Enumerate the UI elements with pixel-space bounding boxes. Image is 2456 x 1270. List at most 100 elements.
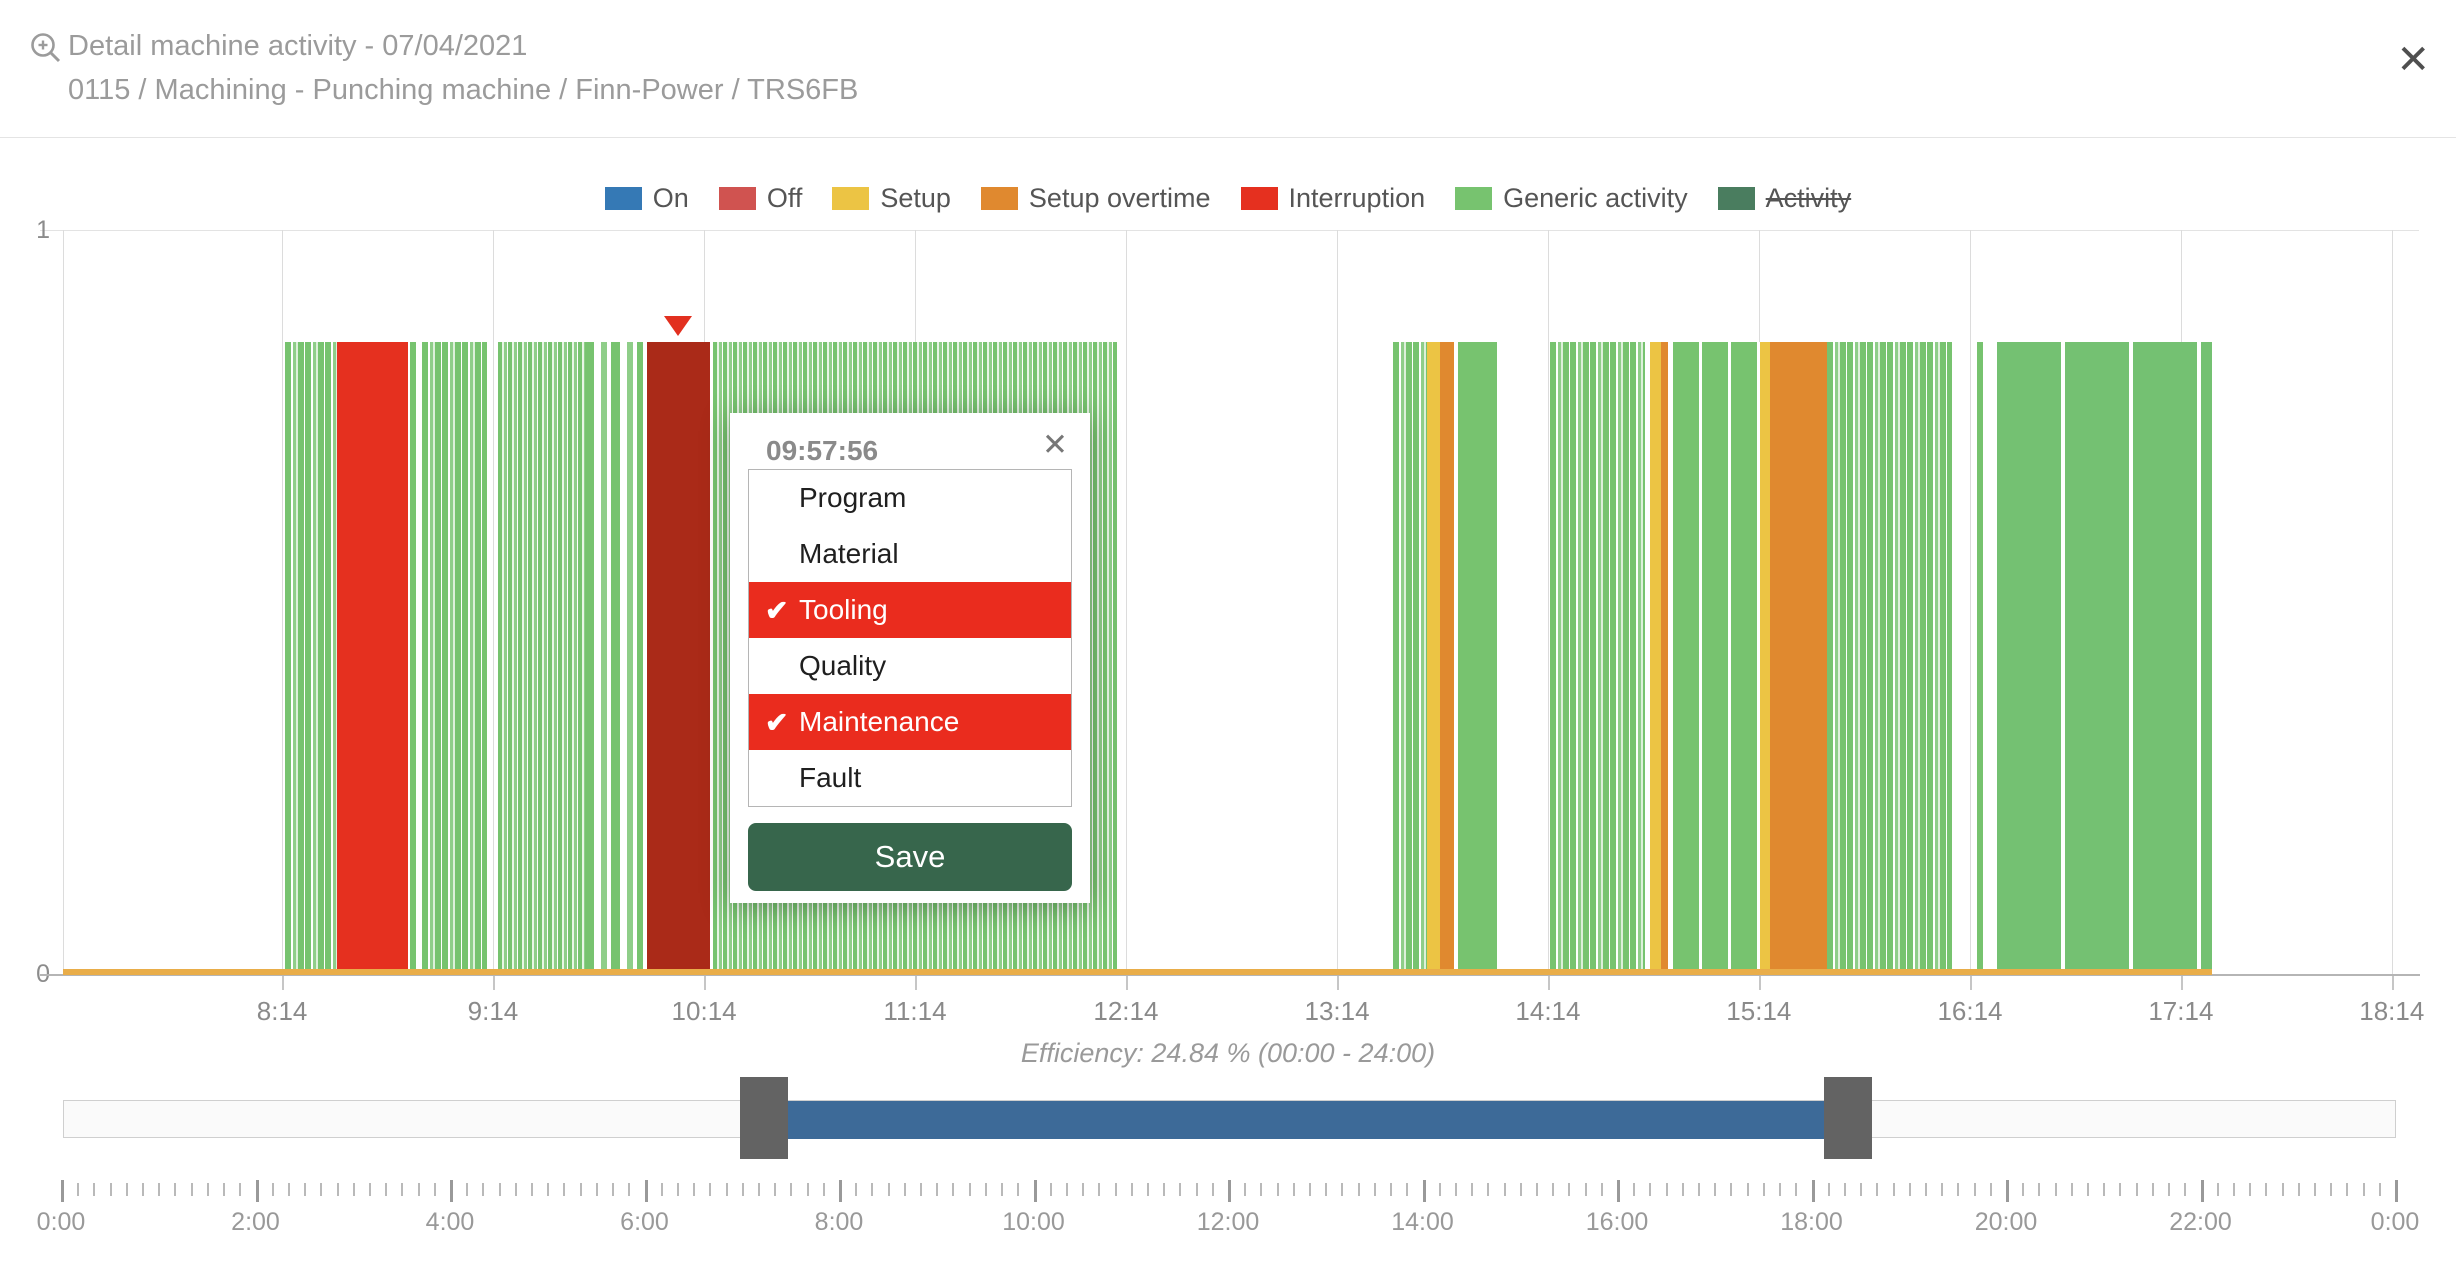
ruler-minor-tick: [417, 1183, 420, 1196]
ruler-minor-tick: [2313, 1183, 2316, 1196]
ruler-minor-tick: [1487, 1183, 1490, 1196]
legend-label-off: Off: [766, 183, 803, 213]
ruler-minor-tick: [2362, 1183, 2365, 1196]
option-program[interactable]: Program: [749, 470, 1071, 526]
x-axis-label-12:14: 12:14: [1093, 996, 1159, 1026]
ruler-minor-tick: [190, 1183, 193, 1196]
ruler-major-tick: [1811, 1180, 1815, 1202]
legend-swatch-activity: [1717, 187, 1755, 210]
ruler-label: 2:00: [231, 1208, 280, 1236]
activity-segment-08:50-08:52[interactable]: [409, 342, 416, 974]
ruler-minor-tick: [1860, 1183, 1863, 1196]
option-material[interactable]: Material: [749, 526, 1071, 582]
activity-segment-15:33-16:09[interactable]: [1826, 342, 1953, 974]
ruler-minor-tick: [968, 1183, 971, 1196]
ruler-minor-tick: [1438, 1183, 1441, 1196]
popup-close-icon[interactable]: ✕: [1042, 427, 1068, 462]
ruler-minor-tick: [1795, 1183, 1798, 1196]
activity-segment-09:15-09:40[interactable]: [498, 342, 586, 974]
time-range-selected[interactable]: [788, 1101, 1825, 1139]
dialog-close-icon[interactable]: ✕: [2396, 38, 2430, 82]
ruler-minor-tick: [1827, 1183, 1830, 1196]
annotation-option-list: Program Material ✔ Tooling Quality ✔ Maintenan…: [748, 469, 1072, 807]
legend-item-off[interactable]: Off: [718, 183, 803, 214]
time-ruler: 0:00 2:00 4:00 6:00 8:00 10:00 12:00 14:00 16:00…: [37, 1180, 2419, 1260]
ruler-minor-tick: [1309, 1183, 1312, 1196]
activity-segment-13:40-13:43[interactable]: [1427, 342, 1441, 974]
x-axis-tick-16:14: [1969, 976, 1972, 990]
ruler-minor-tick: [1406, 1183, 1409, 1196]
activity-segment-14:14-14:41[interactable]: [1550, 342, 1645, 974]
legend-item-setup-overtime[interactable]: Setup overtime: [980, 183, 1211, 214]
zoom-in-icon: [28, 30, 64, 71]
legend-item-activity[interactable]: Activity: [1717, 183, 1852, 214]
activity-segment-13:43-13:47[interactable]: [1439, 342, 1454, 974]
ruler-major-tick: [61, 1180, 64, 1202]
legend-item-on[interactable]: On: [604, 183, 689, 214]
activity-segment-16:22-17:23[interactable]: [1997, 342, 2213, 974]
x-axis-tick-8:14: [282, 976, 285, 990]
activity-segment-14:43-14:46[interactable]: [1649, 342, 1661, 974]
ruler-minor-tick: [1325, 1183, 1328, 1196]
ruler-minor-tick: [1017, 1183, 1020, 1196]
activity-segment-15:17-15:33[interactable]: [1770, 342, 1827, 974]
activity-segment-09:58-10:16[interactable]: [646, 342, 710, 974]
activity-segment-15:14-15:17[interactable]: [1760, 342, 1771, 974]
legend-item-setup[interactable]: Setup: [832, 183, 951, 214]
activity-segment-13:30-13:40[interactable]: [1393, 342, 1428, 974]
slider-handle-left[interactable]: [740, 1077, 789, 1159]
option-label-tooling: Tooling: [799, 594, 888, 625]
activity-segment-14:49-15:14[interactable]: [1673, 342, 1761, 974]
gridline-18:14: [2391, 230, 2393, 975]
ruler-minor-tick: [1098, 1183, 1101, 1196]
option-label-material: Material: [799, 538, 899, 569]
activity-segment-13:48-13:59[interactable]: [1458, 342, 1498, 974]
gridline-14:14: [1547, 230, 1549, 975]
ruler-minor-tick: [1146, 1183, 1149, 1196]
legend-item-generic-activity[interactable]: Generic activity: [1455, 183, 1688, 214]
x-axis-label-14:14: 14:14: [1515, 996, 1581, 1026]
ruler-minor-tick: [498, 1183, 501, 1196]
option-label-quality: Quality: [799, 650, 887, 681]
ruler-minor-tick: [93, 1183, 96, 1196]
ruler-minor-tick: [855, 1183, 858, 1196]
option-label-program: Program: [799, 482, 907, 513]
ruler-label: 20:00: [1974, 1208, 2038, 1236]
legend-item-interruption[interactable]: Interruption: [1240, 183, 1425, 214]
activity-segment-08:54-09:12[interactable]: [422, 342, 488, 974]
y-axis-line: [63, 230, 64, 975]
option-maintenance[interactable]: ✔ Maintenance: [749, 694, 1071, 750]
ruler-minor-tick: [352, 1183, 355, 1196]
activity-segment-09:40-09:57[interactable]: [584, 342, 643, 974]
x-axis-tick-11:14: [915, 976, 917, 990]
ruler-major-tick: [2395, 1180, 2398, 1202]
save-button[interactable]: Save: [748, 823, 1072, 891]
option-fault[interactable]: Fault: [749, 750, 1071, 806]
legend-label-activity: Activity: [1765, 183, 1852, 213]
option-tooling[interactable]: ✔ Tooling: [749, 582, 1071, 638]
ruler-minor-tick: [1471, 1183, 1474, 1196]
activity-segment-08:15-08:30[interactable]: [285, 342, 338, 974]
slider-handle-right[interactable]: [1823, 1077, 1872, 1159]
ruler-major-tick: [839, 1180, 842, 1202]
gridline-13:14: [1337, 230, 1339, 975]
activity-segment-08:30-08:50[interactable]: [336, 342, 408, 974]
ruler-minor-tick: [1065, 1183, 1068, 1196]
annotation-popup: 09:57:56 ✕ Program Material ✔ Tooling Qualit…: [730, 413, 1090, 903]
ruler-minor-tick: [1698, 1183, 1701, 1196]
activity-segment-14:46-14:48[interactable]: [1660, 342, 1668, 974]
ruler-minor-tick: [1843, 1183, 1846, 1196]
ruler-minor-tick: [1276, 1183, 1279, 1196]
ruler-minor-tick: [1908, 1183, 1911, 1196]
activity-segment-16:16-16:17[interactable]: [1976, 342, 1983, 974]
ruler-label: 8:00: [814, 1208, 864, 1236]
ruler-minor-tick: [822, 1183, 825, 1196]
ruler-minor-tick: [1082, 1183, 1085, 1196]
annotation-marker-triangle[interactable]: [664, 316, 693, 336]
legend-label-setup: Setup: [880, 183, 951, 213]
ruler-minor-tick: [903, 1183, 906, 1196]
ruler-minor-tick: [1519, 1183, 1522, 1196]
ruler-minor-tick: [2103, 1183, 2106, 1196]
option-quality[interactable]: Quality: [749, 638, 1071, 694]
